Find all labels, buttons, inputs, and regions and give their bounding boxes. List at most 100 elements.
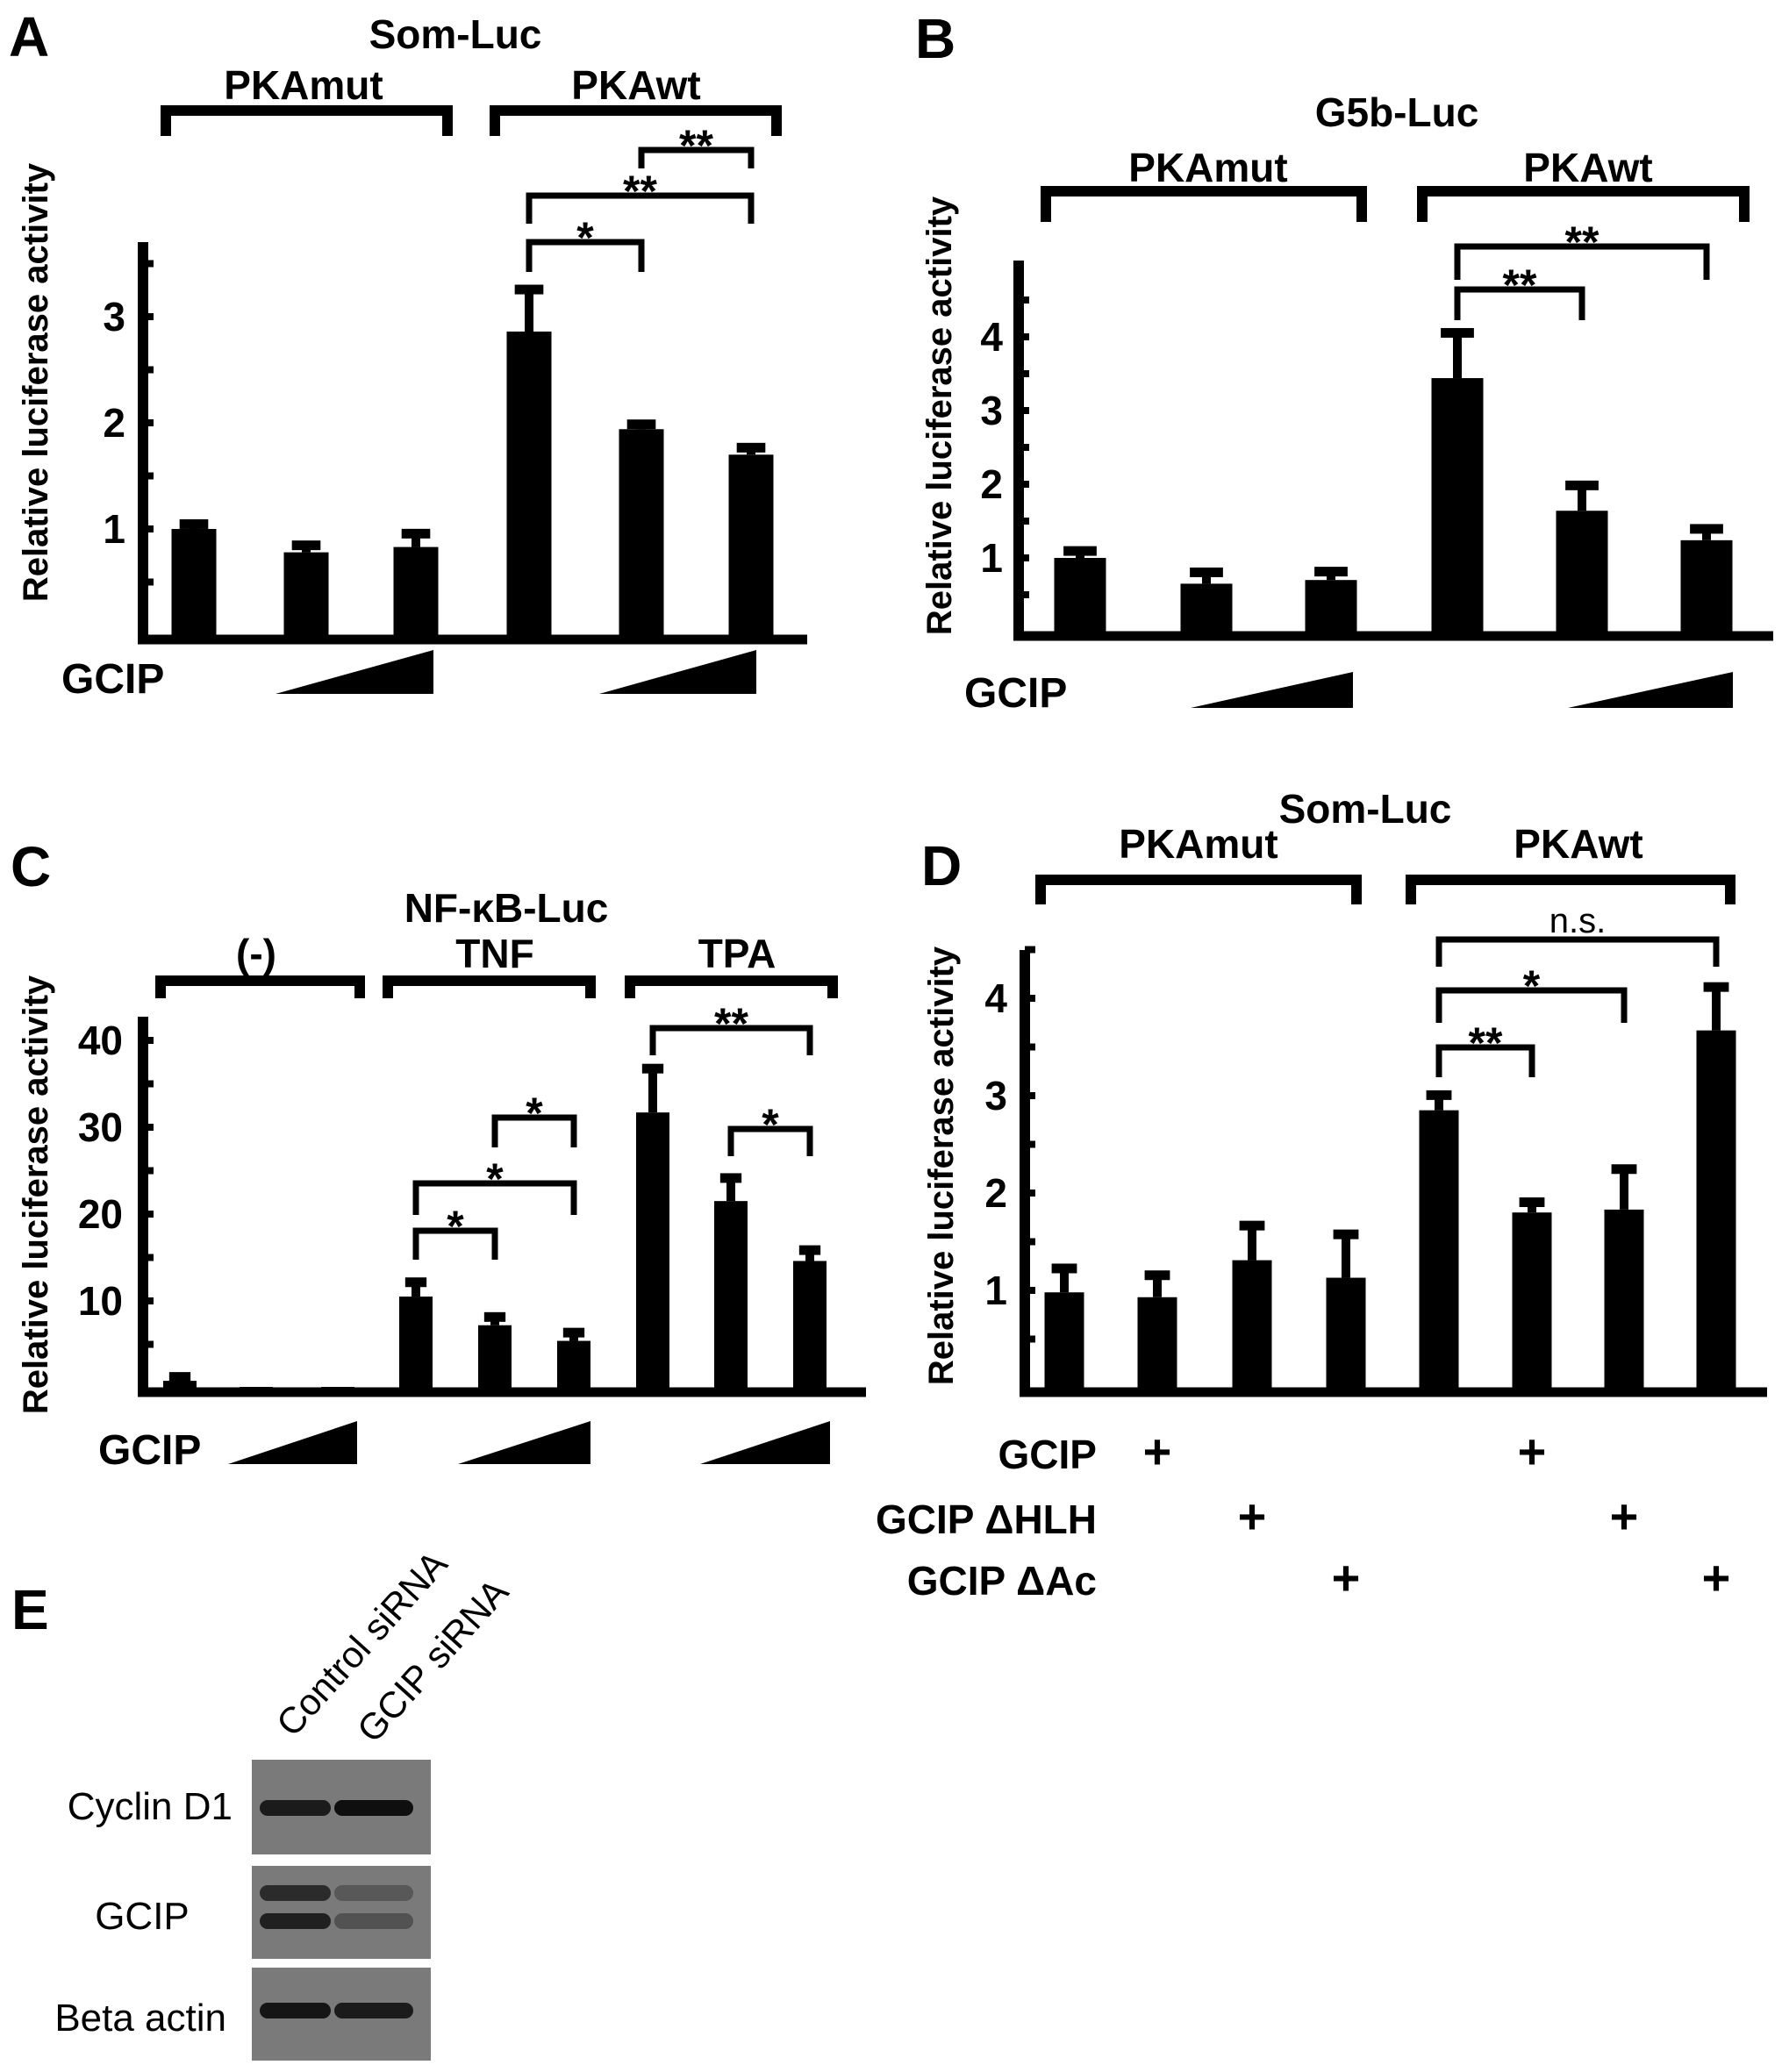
treatment-label: GCIP: [98, 1427, 201, 1474]
group-bracket: [490, 105, 782, 136]
significance-label: *: [447, 1202, 464, 1251]
error-bar-cap: [1239, 1220, 1265, 1231]
significance-label: **: [1469, 1018, 1503, 1068]
error-bar-cap: [1565, 480, 1599, 490]
significance-bracket: [1435, 987, 1628, 1023]
panel-letter: C: [11, 835, 51, 898]
group-label: PKAmut: [1119, 821, 1277, 867]
group-bracket: [161, 105, 453, 136]
error-bar-cap: [1611, 1164, 1637, 1175]
treatment-label: GCIP: [61, 656, 164, 703]
error-bar-cap: [1333, 1229, 1359, 1240]
error-bar-cap: [1051, 1263, 1077, 1274]
group-bracket: [1406, 875, 1735, 904]
significance-label: **: [1565, 218, 1600, 267]
bar: [1680, 539, 1733, 632]
blot-row-label: GCIP: [95, 1895, 190, 1938]
group-bracket: [1041, 186, 1367, 222]
chart-title: Som-Luc: [1279, 786, 1452, 832]
error-bar-cap: [1190, 567, 1223, 577]
y-tick-label: 30: [78, 1104, 123, 1150]
group-label: TNF: [455, 931, 533, 976]
group-label: PKAmut: [1128, 145, 1287, 190]
error-bar-cap: [719, 1173, 742, 1183]
significance-bracket: [638, 146, 755, 168]
bar: [793, 1261, 827, 1388]
condition-plus-marker: +: [1332, 1550, 1361, 1605]
bar: [283, 552, 329, 635]
significance-bracket: [491, 1114, 577, 1147]
bar: [1604, 1209, 1644, 1388]
group-label: PKAmut: [224, 62, 383, 108]
significance-bracket: [1454, 286, 1585, 320]
bar: [1232, 1260, 1272, 1388]
bar: [619, 429, 664, 635]
blot-band: [260, 1800, 331, 1816]
y-tick-label: 3: [984, 1073, 1007, 1118]
condition-plus-marker: +: [1518, 1424, 1547, 1479]
panel-letter: B: [915, 7, 955, 70]
significance-label: **: [1503, 261, 1537, 310]
group-label: PKAwt: [571, 62, 700, 108]
significance-bracket: [412, 1227, 498, 1260]
bar: [1556, 511, 1608, 632]
significance-bracket: [649, 1025, 813, 1055]
error-bar-cap: [1426, 1090, 1452, 1100]
condition-label: GCIP: [998, 1432, 1097, 1477]
significance-bracket: [526, 239, 645, 272]
blot-band: [334, 1885, 413, 1901]
bar: [728, 454, 774, 635]
y-tick-label: 4: [980, 314, 1003, 360]
significance-label: **: [679, 121, 713, 170]
gcip-dose-wedge: [700, 1421, 830, 1464]
bar: [399, 1297, 433, 1388]
bar: [1137, 1297, 1177, 1388]
significance-bracket: [1435, 936, 1720, 967]
gcip-dose-wedge: [458, 1421, 590, 1464]
blot-membrane: [252, 1866, 431, 1959]
error-bar-cap: [1314, 567, 1348, 577]
y-axis-label: Relative luciferase activity: [17, 975, 55, 1414]
bar: [1696, 1030, 1736, 1388]
group-bracket: [1417, 186, 1750, 222]
blot-band: [260, 1913, 331, 1929]
gcip-dose-wedge: [276, 650, 433, 694]
bar: [1054, 558, 1106, 632]
group-bracket: [1035, 875, 1362, 904]
bar: [321, 1387, 354, 1388]
blot-band: [334, 2003, 413, 2018]
chart-title: NF-κB-Luc: [404, 885, 609, 931]
panel-letter: E: [11, 1578, 49, 1641]
error-bar-cap: [291, 540, 321, 551]
blot-band: [334, 1800, 413, 1816]
significance-bracket: [727, 1125, 813, 1156]
significance-label: *: [526, 1089, 543, 1138]
y-tick-label: 2: [103, 400, 125, 446]
bar: [1326, 1277, 1366, 1388]
error-bar-cap: [641, 1063, 664, 1074]
y-tick-label: 20: [78, 1191, 123, 1237]
y-tick-label: 2: [984, 1170, 1007, 1216]
error-bar-cap: [1519, 1197, 1545, 1207]
bar: [240, 1387, 273, 1388]
y-axis-label: Relative luciferase activity: [922, 946, 961, 1385]
panel-a: A Som-Luc PKAmut PKAwt Relative luciferase a…: [9, 5, 807, 703]
significance-label: **: [714, 999, 748, 1048]
error-bar-cap: [1144, 1270, 1170, 1281]
error-bar-cap: [168, 1372, 191, 1383]
bar: [1044, 1292, 1084, 1388]
error-bar-cap: [736, 442, 766, 453]
bar: [1512, 1212, 1552, 1388]
group-label: TPA: [698, 931, 776, 976]
error-bar-cap: [404, 1277, 427, 1288]
y-tick-label: 2: [980, 461, 1003, 507]
error-bar-cap: [514, 284, 544, 295]
y-tick-label: 3: [103, 294, 125, 339]
group-label: PKAwt: [1514, 821, 1642, 867]
bar: [506, 331, 552, 635]
bar: [1180, 583, 1233, 632]
panel-letter: A: [9, 5, 49, 68]
y-tick-label: 1: [984, 1268, 1007, 1313]
